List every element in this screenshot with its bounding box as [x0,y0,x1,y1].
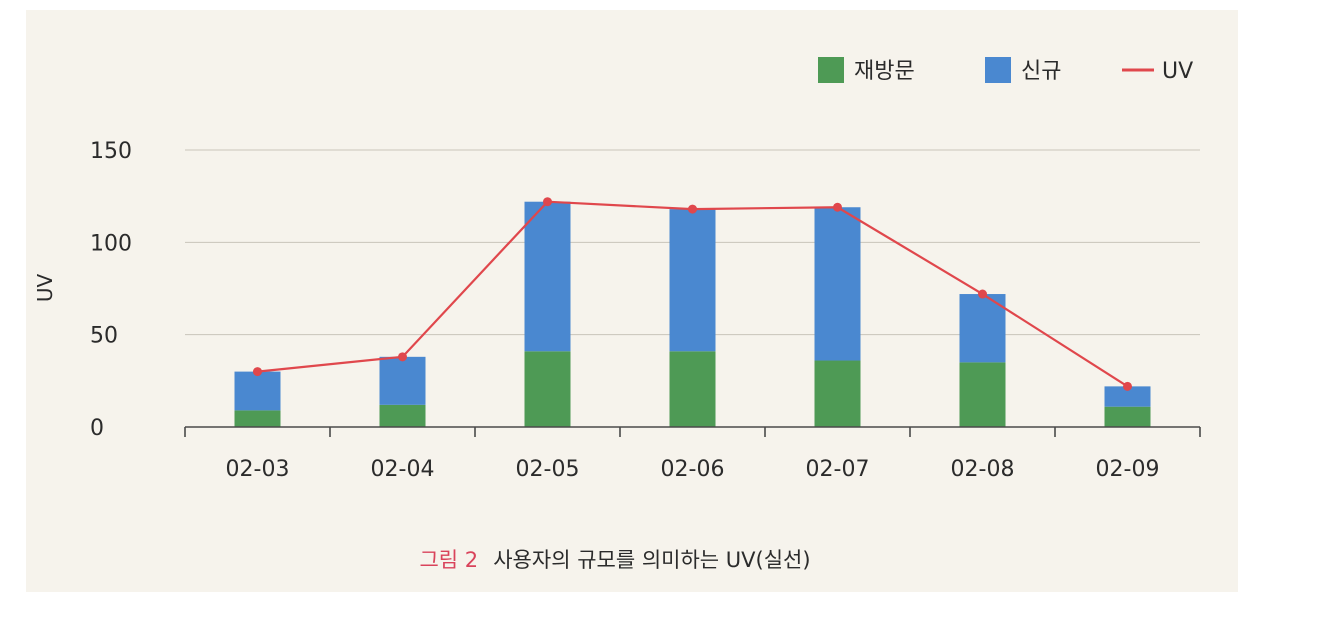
bar-segment-revisit [959,362,1006,427]
figure-background [26,10,1238,592]
x-tick-label: 02-03 [226,457,290,482]
bar-segment-new [234,371,281,411]
bar-segment-revisit [234,410,281,427]
y-tick-label: 150 [90,139,132,164]
legend-swatch-revisit [818,57,844,83]
x-axis [184,426,1201,437]
bar-segment-revisit [524,351,571,427]
bar-segment-new [379,356,426,405]
y-tick-label: 100 [90,231,132,256]
uv-line [253,197,1132,391]
uv-point [543,197,552,207]
x-tick-label: 02-08 [951,457,1015,482]
bar-segment-revisit [379,404,426,427]
uv-point [978,289,987,299]
uv-point [1123,381,1132,391]
bar-segment-revisit [1104,406,1151,427]
caption: 그림 2 사용자의 규모를 의미하는 UV(실선) [419,548,810,572]
legend-label-new: 신규 [1021,59,1061,84]
y-tick-labels: 0 50 100 150 [90,139,132,441]
uv-point [398,352,407,362]
x-tick-label: 02-07 [806,457,870,482]
uv-point [688,204,697,214]
x-tick-label: 02-09 [1096,457,1160,482]
svg-text:그림 2 사용자의 규모를 의미하는 UV(실선: 그림 2 사용자의 규모를 의미하는 UV(실선) [419,548,810,572]
x-tick-labels: 02-03 02-04 02-05 02-06 02-07 02-08 02-09 [226,457,1160,482]
caption-figure-label: 그림 2 [419,548,478,572]
y-axis-title: UV [33,274,57,303]
bar-segment-revisit [814,360,861,427]
legend-label-revisit: 재방문 [854,59,915,84]
uv-point [833,202,842,212]
bar-segment-new [669,209,716,352]
y-tick-label: 0 [90,416,104,441]
x-tick-label: 02-05 [516,457,580,482]
bar-segment-new [959,294,1006,363]
x-tick-label: 02-04 [371,457,435,482]
bar-segment-revisit [669,351,716,427]
bar-segment-new [1104,386,1151,407]
caption-text: 사용자의 규모를 의미하는 UV(실선) [493,548,810,572]
legend-label-uv: UV [1162,59,1193,84]
uv-point [253,367,262,377]
bar-segment-new [814,207,861,361]
x-tick-label: 02-06 [661,457,725,482]
bars [234,201,1151,427]
legend-swatch-new [985,57,1011,83]
legend: 재방문 신규 UV [818,57,1193,84]
bar-segment-new [524,201,571,352]
y-tick-label: 50 [90,324,118,349]
